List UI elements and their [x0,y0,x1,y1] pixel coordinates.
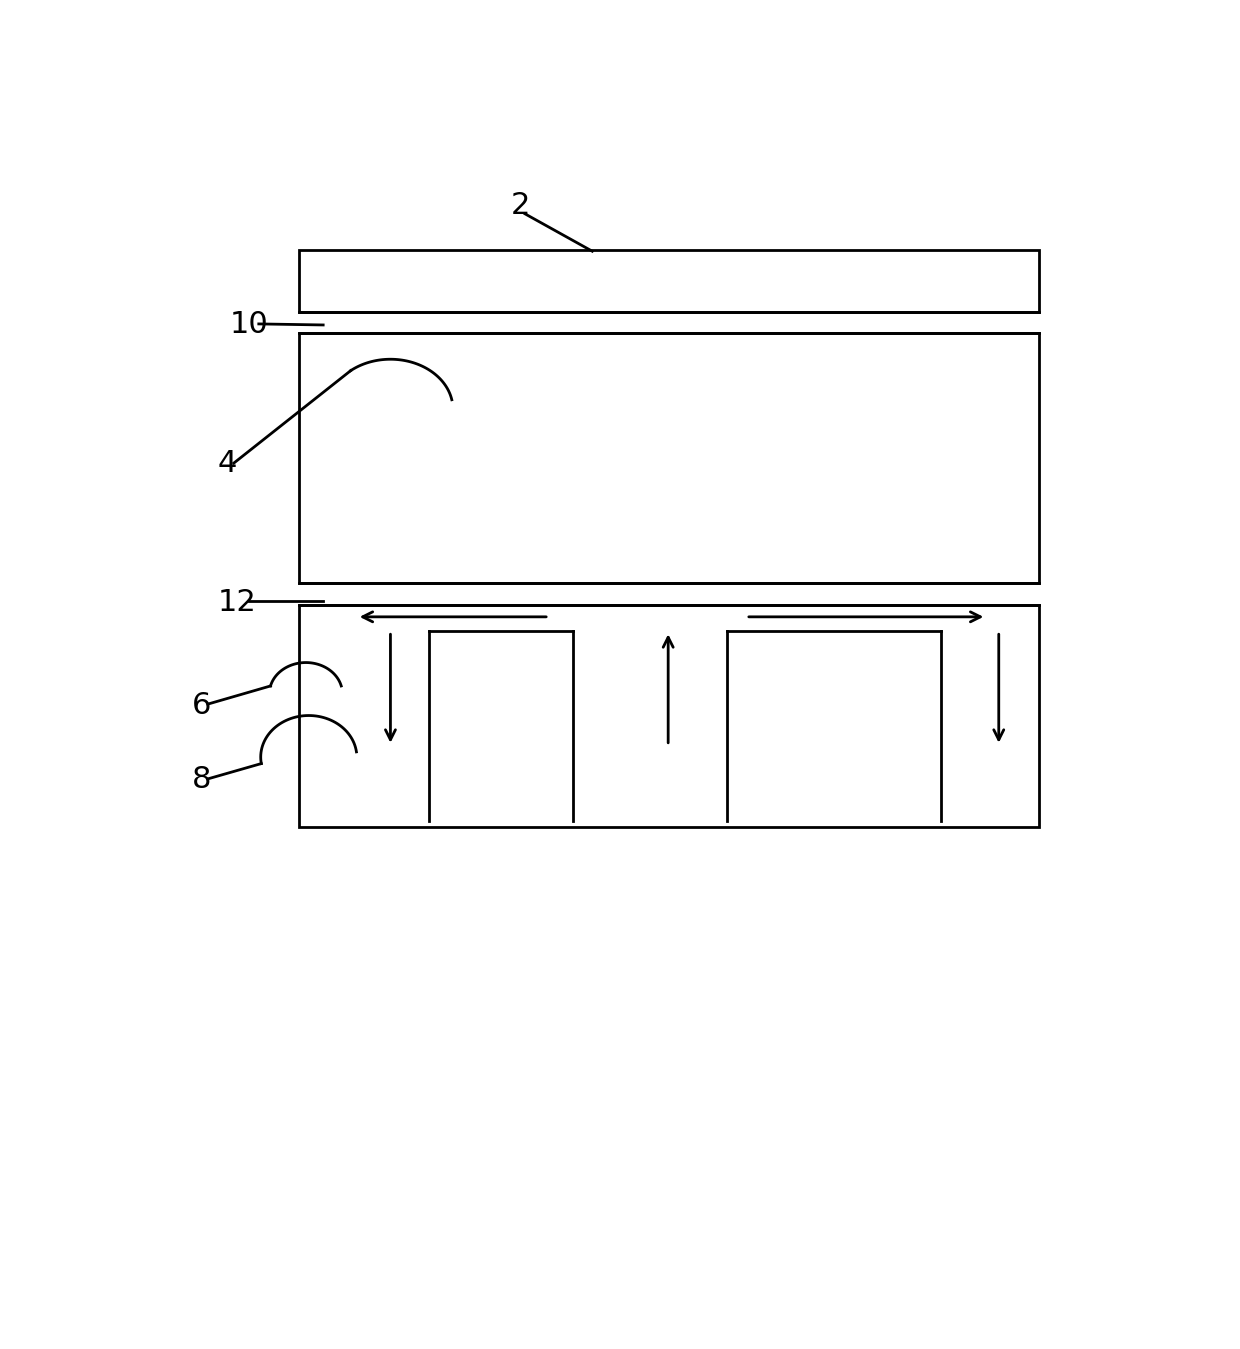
Text: 8: 8 [191,765,211,795]
Text: 4: 4 [217,449,237,478]
Text: 6: 6 [191,691,211,719]
Text: 10: 10 [229,310,269,340]
Bar [299,606,1039,827]
Text: 12: 12 [217,588,255,616]
Bar [299,333,1039,583]
Bar [299,250,1039,313]
Text: 2: 2 [511,192,529,220]
